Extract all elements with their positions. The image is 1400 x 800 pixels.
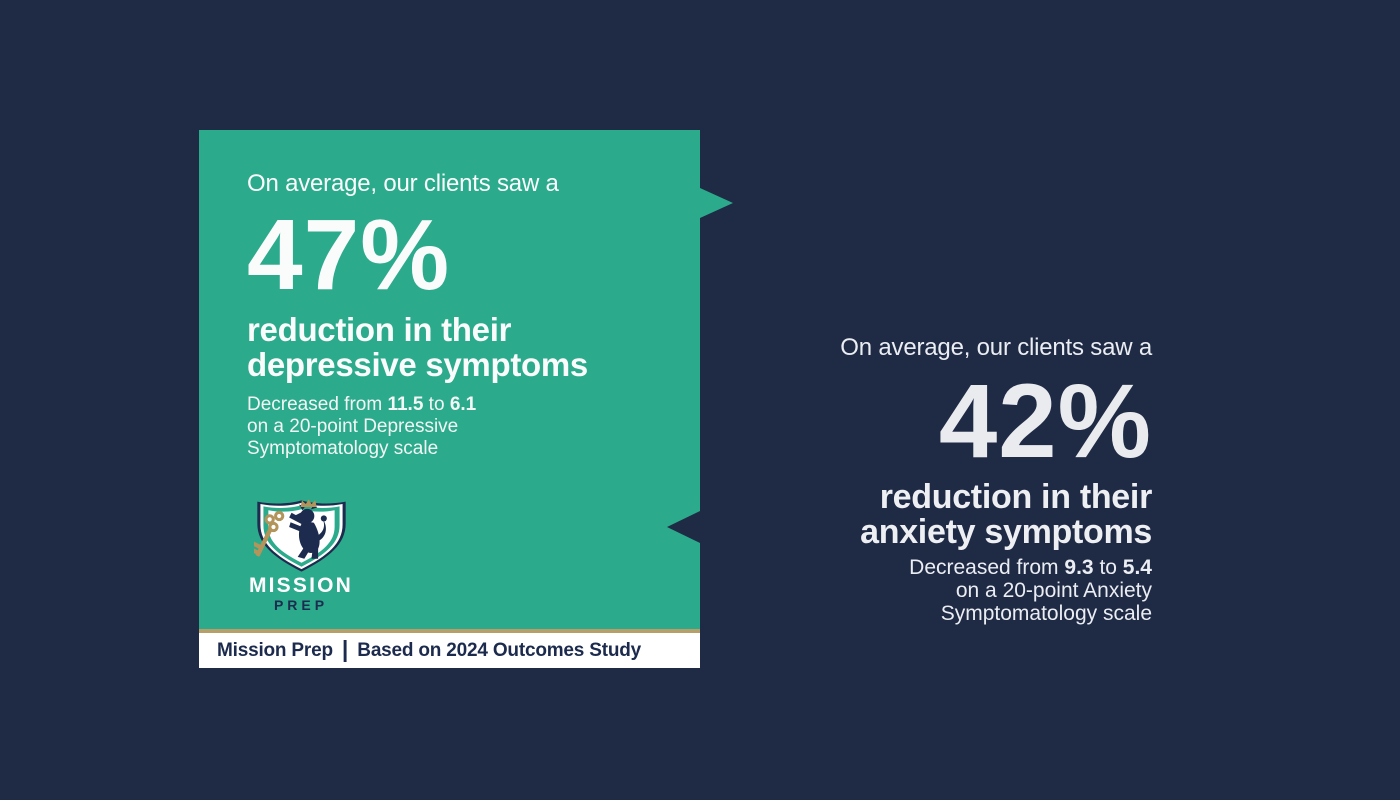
anxiety-detail-line2: on a 20-point Anxiety (955, 579, 1152, 603)
depression-intro-text: On average, our clients saw a (247, 170, 559, 197)
logo-wordmark-prep: PREP (273, 597, 329, 614)
anxiety-percent-value: 42% (938, 362, 1152, 480)
mission-prep-logo: MISSION PREP (247, 498, 355, 613)
anxiety-detail-connector: to (1099, 556, 1117, 580)
footer-brand-text: Mission Prep (217, 639, 333, 661)
anxiety-headline-line2: anxiety symptoms (860, 513, 1152, 552)
anxiety-detail: Decreased from 9.3 to 5.4 on a 20-point A… (840, 556, 1152, 625)
footer-note-text: Based on 2024 Outcomes Study (357, 639, 642, 661)
anxiety-detail-prefix: Decreased from (909, 556, 1059, 580)
depression-stat-card: On average, our clients saw a 47% reduct… (199, 130, 733, 668)
depression-stat-content: On average, our clients saw a 47% reduct… (247, 130, 667, 614)
detail-connector: to (428, 393, 445, 415)
anxiety-detail-from-value: 9.3 (1064, 556, 1094, 580)
logo-wordmark-mission: MISSION (248, 574, 354, 598)
detail-to-value: 6.1 (449, 393, 477, 415)
anxiety-headline-line1: reduction in their (879, 477, 1153, 516)
detail-from-value: 11.5 (387, 393, 424, 415)
depression-percent-value: 47% (247, 199, 451, 311)
crown-icon (300, 499, 317, 508)
footer-separator: | (341, 636, 349, 662)
anxiety-detail-to-value: 5.4 (1122, 556, 1152, 580)
detail-line3: Symptomatology scale (247, 438, 439, 459)
key-icon (253, 510, 284, 557)
detail-line2: on a 20-point Depressive (247, 415, 459, 437)
detail-prefix: Decreased from (247, 393, 383, 415)
depression-detail: Decreased from 11.5 to 6.1 on a 20-point … (247, 394, 667, 460)
speech-notch-left-icon (667, 511, 700, 543)
anxiety-detail-line3: Symptomatology scale (940, 602, 1152, 626)
depression-headline: reduction in their depressive symptoms (247, 311, 667, 383)
anxiety-headline: reduction in their anxiety symptoms (840, 477, 1153, 552)
shield-icon (253, 499, 346, 572)
card-footer-bar: Mission Prep | Based on 2024 Outcomes St… (199, 629, 700, 668)
depression-headline-line1: reduction in their (247, 311, 512, 348)
anxiety-stat-block: On average, our clients saw a 42% reduct… (840, 334, 1152, 625)
depression-headline-line2: depressive symptoms (247, 345, 588, 383)
speech-tail-right-icon (700, 188, 733, 218)
anxiety-intro-text: On average, our clients saw a (840, 334, 1152, 361)
